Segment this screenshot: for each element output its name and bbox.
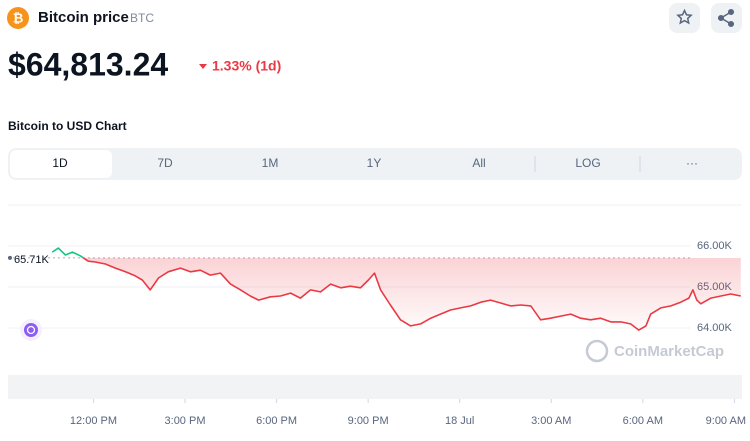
volume-band — [8, 375, 742, 399]
watermark-logo — [585, 339, 609, 363]
bitcoin-icon — [7, 7, 29, 29]
share-icon — [717, 8, 735, 28]
x-tick-label: 12:00 PM — [70, 415, 117, 427]
price-line — [51, 247, 741, 331]
tab-label[interactable]: All — [472, 156, 485, 170]
reference-dot — [8, 255, 12, 260]
price-change: 1.33% (1d) — [212, 58, 281, 74]
y-tick-label: 64.00K — [697, 322, 733, 334]
x-tick-label: 18 Jul — [445, 415, 474, 427]
x-tick-label: 6:00 PM — [256, 415, 297, 427]
watermark: CoinMarketCap — [614, 343, 724, 360]
x-tick-label: 9:00 PM — [348, 415, 389, 427]
area-fill — [83, 257, 741, 331]
x-tick-label: 3:00 AM — [531, 415, 571, 427]
reference-label: 65.71K — [14, 254, 50, 266]
tab-label[interactable]: 1D — [52, 156, 68, 170]
x-tick-label: 3:00 PM — [165, 415, 206, 427]
x-tick-label: 9:00 AM — [706, 415, 746, 427]
watchlist-button[interactable] — [669, 3, 700, 33]
tab-label[interactable]: ··· — [686, 156, 698, 170]
x-tick-label: 6:00 AM — [623, 415, 663, 427]
tab-label[interactable]: 1Y — [367, 156, 382, 170]
history-icon-glyph — [26, 325, 36, 335]
tab-bar — [8, 148, 742, 180]
tab-label[interactable]: 1M — [262, 156, 279, 170]
bitcoin-icon-glyph: ₿ — [13, 10, 24, 25]
history-icon — [24, 323, 38, 337]
chart-heading: Bitcoin to USD Chart — [8, 119, 127, 133]
down-arrow — [199, 64, 207, 69]
y-tick-label: 66.00K — [697, 240, 733, 252]
tab-selected — [10, 150, 112, 178]
coin-symbol: BTC — [130, 11, 154, 25]
price: $64,813.24 — [8, 46, 168, 82]
coin-title: Bitcoin price — [38, 9, 129, 26]
tab-label[interactable]: 7D — [157, 156, 173, 170]
share-button[interactable] — [711, 3, 742, 33]
star-icon — [676, 8, 693, 25]
tab-label[interactable]: LOG — [575, 156, 600, 170]
